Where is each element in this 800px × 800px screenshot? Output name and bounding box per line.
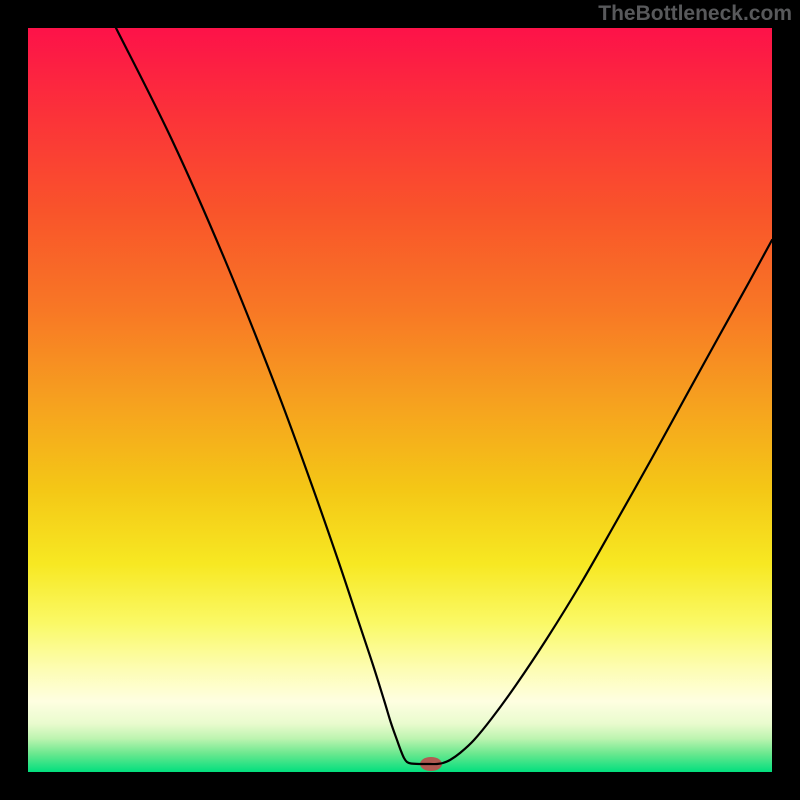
watermark-text: TheBottleneck.com — [598, 2, 792, 26]
plot-background — [28, 28, 772, 772]
svg-host — [0, 0, 800, 800]
chart-svg — [0, 0, 800, 800]
chart-container: TheBottleneck.com — [0, 0, 800, 800]
